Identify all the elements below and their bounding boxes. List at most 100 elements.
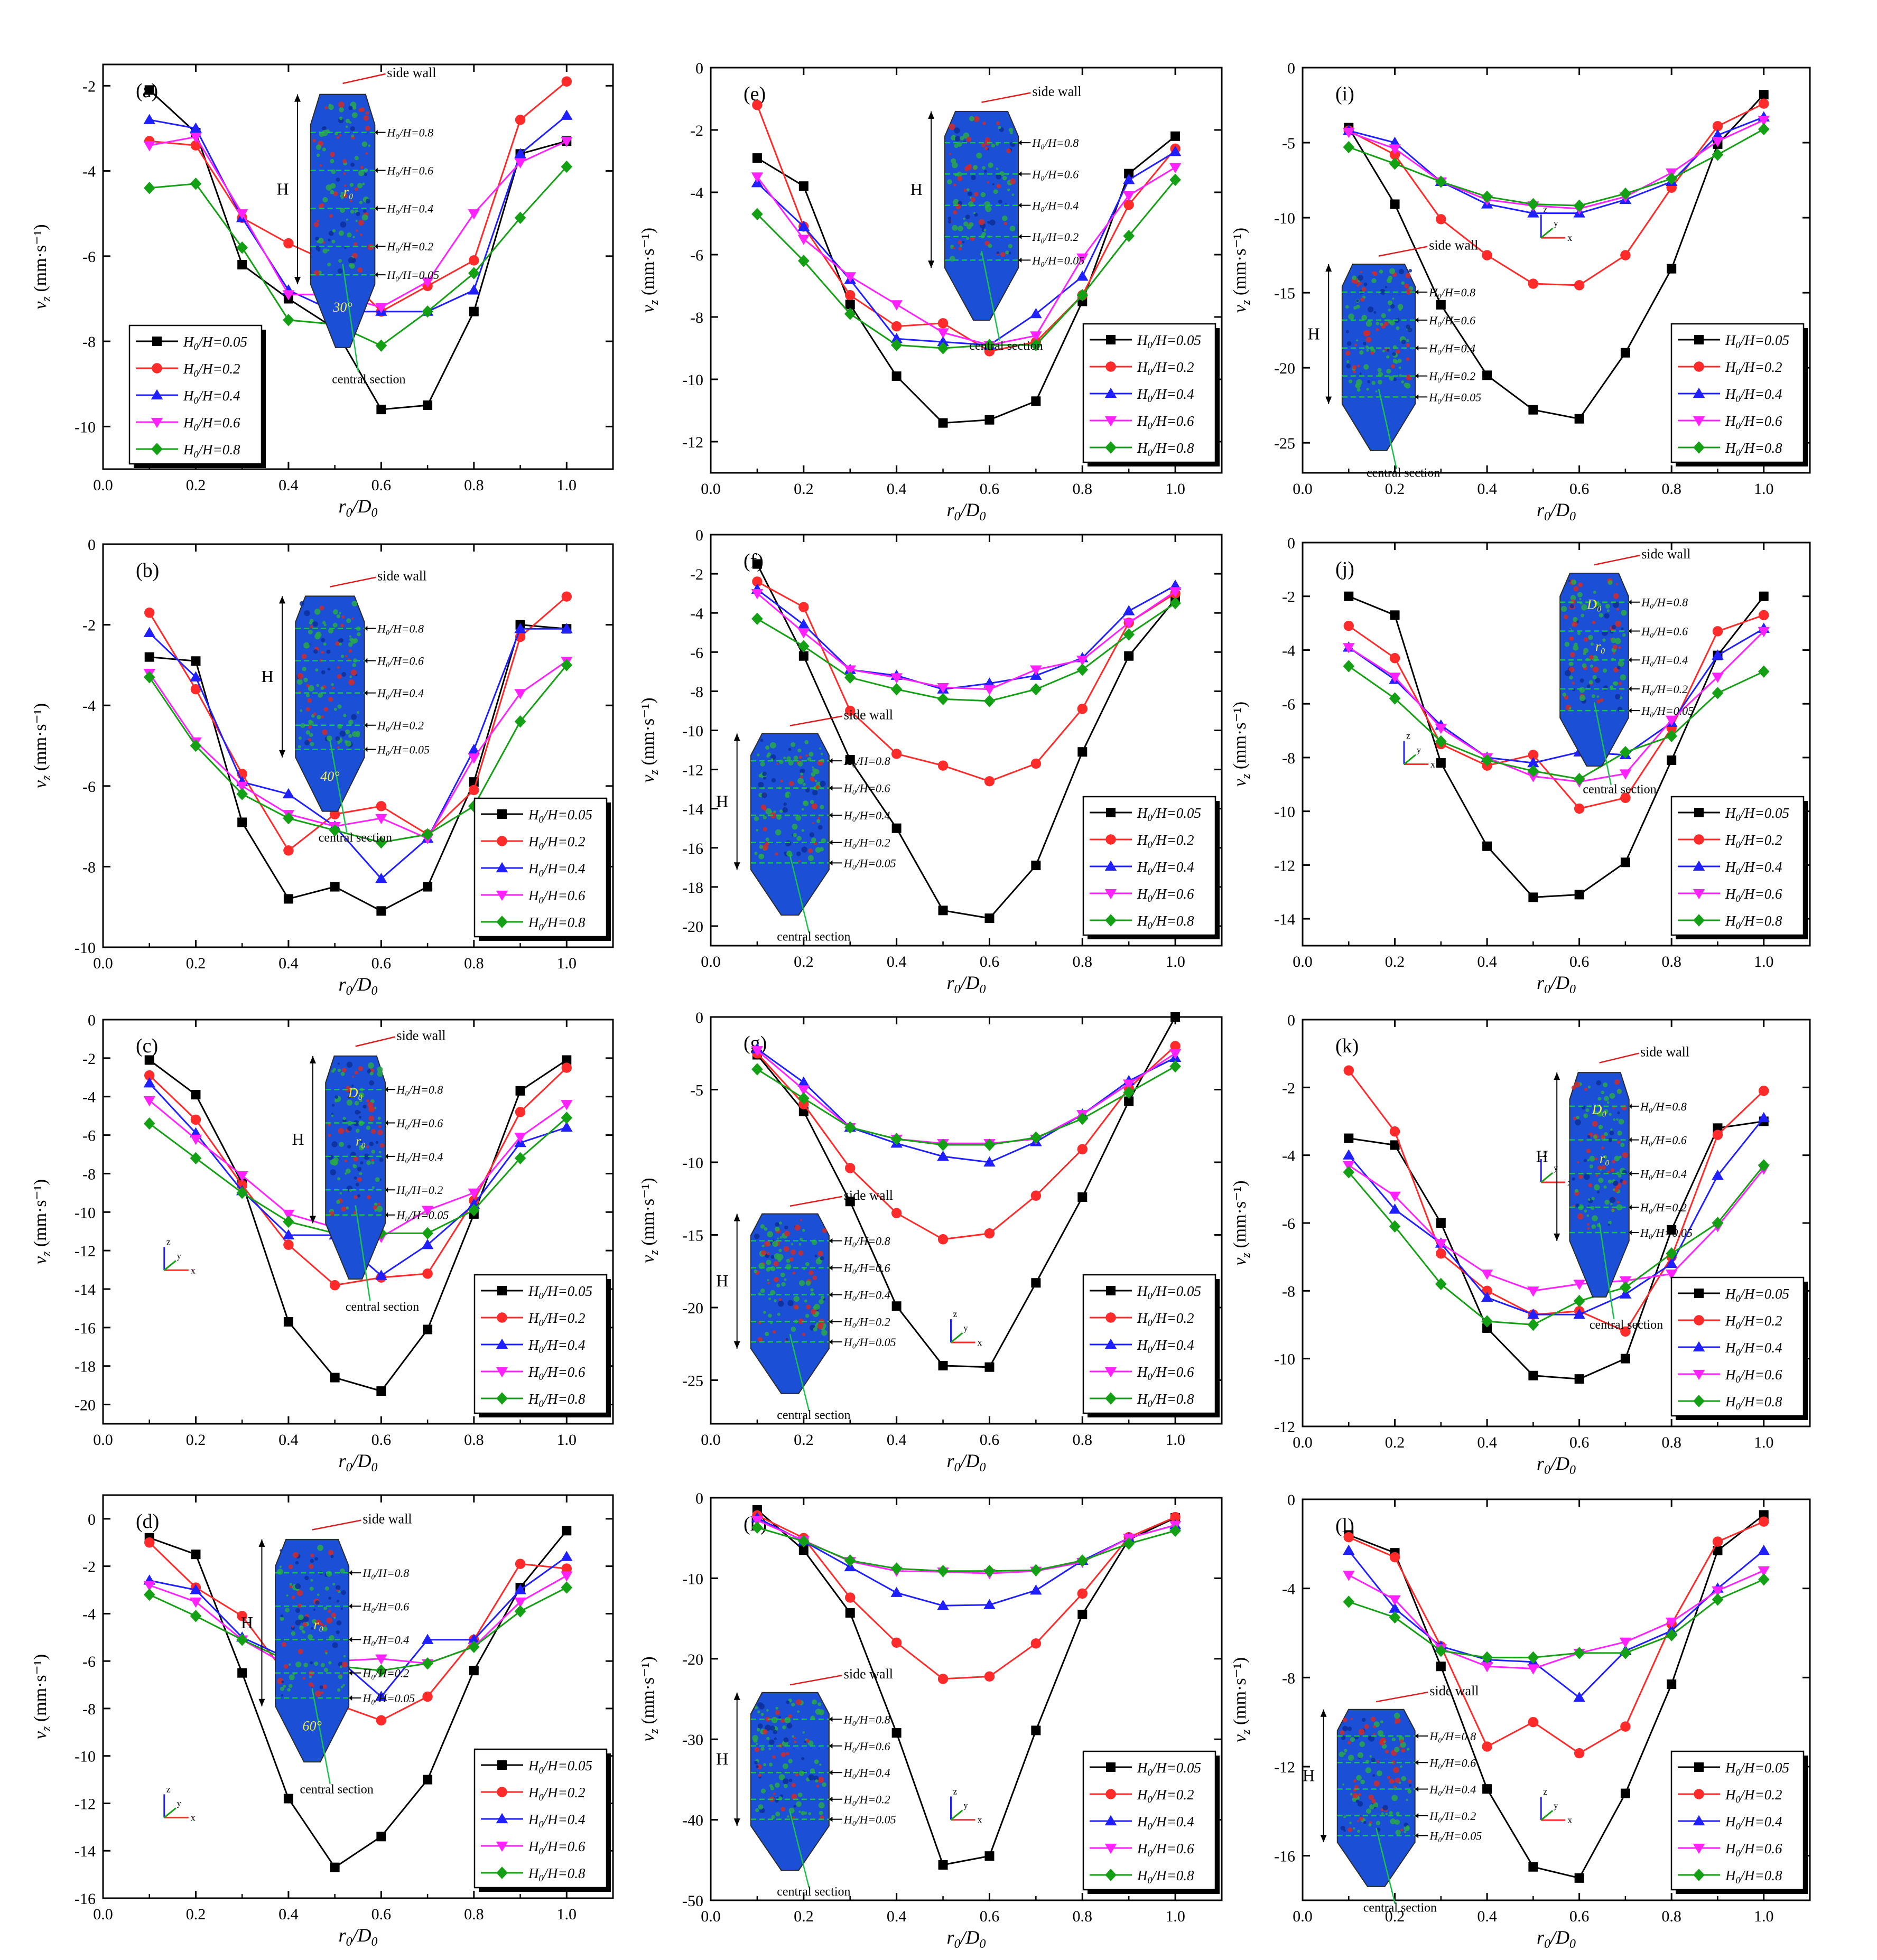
series-line-1: [1348, 102, 1764, 286]
particle: [1399, 308, 1402, 311]
particle: [351, 601, 358, 606]
particle: [966, 188, 970, 191]
arrow-head: [928, 111, 935, 119]
legend-ratio: /H=0.8: [1151, 1868, 1194, 1883]
particle: [793, 1304, 799, 1310]
axis-z-label: z: [1543, 204, 1547, 214]
legend-ratio: /H=0.6: [1151, 1364, 1194, 1380]
particle: [794, 1224, 801, 1231]
particle: [1008, 244, 1012, 248]
particle: [998, 199, 1002, 204]
marker-triangle: [561, 1121, 573, 1132]
particle: [363, 1153, 370, 1160]
height-level-label: H₀/H=0.05: [843, 856, 896, 870]
y-tick-label: -10: [1274, 804, 1295, 821]
particle: [954, 127, 960, 134]
particle: [1392, 1780, 1395, 1783]
marker-triangle: [514, 148, 526, 158]
marker-square: [1667, 1225, 1677, 1235]
particle: [349, 263, 354, 268]
particle: [973, 165, 978, 170]
particle: [976, 152, 982, 158]
height-level-label: H₀/H=0.05: [1429, 1830, 1482, 1843]
particle: [340, 192, 344, 195]
particle: [1372, 271, 1376, 275]
particle: [1572, 1177, 1575, 1181]
y-tick-label: -6: [82, 1127, 96, 1145]
marker-triangle: [468, 284, 480, 295]
particle: [289, 1684, 293, 1688]
height-level-label: H₀/H=0.05: [377, 743, 430, 757]
marker-triangle-down: [1122, 1079, 1135, 1090]
particle: [326, 1571, 332, 1577]
particle: [315, 631, 322, 638]
particle: [336, 1600, 340, 1603]
arrow-head: [1415, 1786, 1419, 1792]
marker-triangle: [1076, 270, 1089, 281]
particle: [1385, 1750, 1389, 1754]
particle: [1377, 368, 1382, 372]
particle: [338, 259, 342, 263]
marker-diamond: [514, 211, 526, 224]
arrow-head: [829, 839, 833, 845]
marker-square: [376, 1832, 386, 1842]
marker-diamond: [1030, 339, 1042, 351]
particle: [301, 654, 307, 659]
x-tick-label: 0.6: [1569, 480, 1590, 498]
marker-triangle: [282, 788, 295, 799]
particle: [1607, 1224, 1610, 1226]
particle: [318, 249, 320, 252]
marker-square: [1106, 808, 1116, 817]
series-line-0: [149, 623, 567, 912]
particle: [798, 755, 802, 759]
legend-ratio: /H=0.05: [1151, 1283, 1201, 1299]
height-label: H: [1536, 1146, 1548, 1165]
particle: [315, 1600, 320, 1605]
particle: [1357, 1819, 1360, 1822]
marker-circle: [1712, 121, 1723, 132]
particle: [793, 1737, 796, 1739]
marker-triangle: [1693, 387, 1705, 398]
marker-square: [1344, 1133, 1354, 1143]
arrow-head: [829, 1238, 833, 1244]
y-tick-label: -8: [82, 1165, 96, 1183]
particle: [1622, 633, 1626, 637]
y-tick-label: -8: [1282, 750, 1295, 767]
series-line-2: [756, 584, 1176, 690]
particle: [797, 761, 803, 767]
legend-var: H: [528, 834, 540, 850]
marker-circle: [1759, 98, 1769, 109]
particle: [324, 1624, 327, 1627]
particle: [1346, 341, 1352, 346]
marker-circle: [1712, 1130, 1723, 1140]
particle: [1348, 1827, 1353, 1832]
legend-label: H0/H=0.8: [1725, 1394, 1782, 1412]
x-tick-label: 0.0: [1293, 480, 1313, 498]
legend-ratio: /H=0.8: [1151, 913, 1194, 929]
side-wall-label: side wall: [1640, 1044, 1689, 1060]
arrow-head: [364, 722, 368, 728]
panel-label: (i): [1335, 83, 1354, 105]
y-tick-label: -30: [682, 1731, 703, 1749]
central-section-arrow: [1378, 388, 1398, 469]
marker-diamond: [283, 812, 294, 825]
height-level-label: H₀/H=0.4: [1429, 1783, 1476, 1796]
particle: [798, 1810, 801, 1813]
y-tick-label: 0: [88, 1511, 96, 1528]
central-section-arrow: [329, 740, 348, 833]
particle: [787, 1815, 789, 1818]
marker-circle: [283, 845, 294, 856]
particle: [1585, 1108, 1590, 1113]
series-line-0: [757, 135, 1176, 424]
particle: [1586, 684, 1591, 688]
particle: [319, 605, 324, 611]
particle: [1616, 608, 1620, 611]
marker-square: [1170, 1012, 1181, 1022]
axis-y-label: y: [177, 1252, 181, 1261]
marker-diamond: [1343, 660, 1355, 673]
xlabel-r: r: [338, 1925, 346, 1946]
y-tick-label: -6: [690, 247, 703, 264]
marker-diamond: [890, 1133, 903, 1145]
side-wall-arrow: [1599, 1052, 1639, 1063]
central-section-arrow: [342, 264, 359, 372]
